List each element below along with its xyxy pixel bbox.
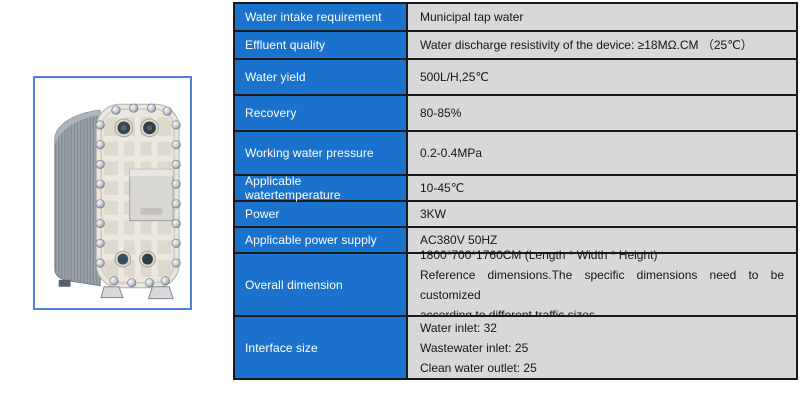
- spec-value-text: 80-85%: [420, 106, 462, 120]
- table-row-water-intake: Water intake requirement Municipal tap w…: [235, 4, 796, 32]
- spec-label-text: Water intake requirement: [245, 10, 382, 24]
- table-row-power: Power 3KW: [235, 202, 796, 228]
- spec-value: Water inlet: 32 Wastewater inlet: 25 Cle…: [408, 317, 796, 378]
- junction-box: [128, 168, 174, 222]
- spec-value: 500L/H,25℃: [408, 60, 796, 94]
- spec-value: 10-45℃: [408, 176, 796, 200]
- spec-label: Water yield: [235, 60, 408, 94]
- spec-label-text: Applicable watertemperature: [245, 174, 400, 202]
- spec-label-text: Recovery: [245, 106, 297, 120]
- table-row-water-yield: Water yield 500L/H,25℃: [235, 60, 796, 96]
- table-row-working-pressure: Working water pressure 0.2-0.4MPa: [235, 132, 796, 176]
- spec-value-text: 3KW: [420, 207, 447, 221]
- table-row-effluent-quality: Effluent quality Water discharge resisti…: [235, 32, 796, 60]
- spec-label: Power: [235, 202, 408, 226]
- spec-value-text: Water inlet: 32: [420, 320, 497, 335]
- spec-value-text: AC380V 50HZ: [420, 233, 498, 247]
- spec-value: Water discharge resistivity of the devic…: [408, 32, 796, 58]
- table-row-power-supply: Applicable power supply AC380V 50HZ: [235, 228, 796, 254]
- spec-label: Effluent quality: [235, 32, 408, 58]
- spec-value-text: Municipal tap water: [420, 10, 524, 24]
- table-row-water-temperature: Applicable watertemperature 10-45℃: [235, 174, 796, 202]
- label-prefix: Applicable: [245, 174, 302, 188]
- plate-stack-body: [53, 109, 101, 287]
- spec-value: 3KW: [408, 202, 796, 226]
- spec-value-text: Clean water outlet: 25: [420, 360, 537, 375]
- spec-value-text: Wastewater inlet: 25: [420, 340, 529, 355]
- spec-label: Applicable watertemperature: [235, 174, 408, 202]
- feet: [100, 286, 174, 300]
- top-ports: [113, 118, 159, 138]
- perimeter-bolts: [95, 103, 181, 288]
- spec-label-text: Working water pressure: [245, 146, 374, 160]
- spec-label: Interface size: [235, 317, 408, 378]
- spec-value-text: Water discharge resistivity of the devic…: [420, 38, 753, 52]
- spec-label-text: Interface size: [245, 340, 318, 355]
- spec-label: Recovery: [235, 96, 408, 130]
- spec-value-text: 10-45℃: [420, 181, 465, 195]
- spec-value: AC380V 50HZ: [408, 228, 796, 252]
- spec-value: 1800*700*1760CM (Length * Width * Height…: [408, 248, 796, 322]
- spec-label: Working water pressure: [235, 132, 408, 174]
- spec-value: 80-85%: [408, 96, 796, 130]
- spec-value: 0.2-0.4MPa: [408, 132, 796, 174]
- product-photo-frame: [33, 76, 192, 310]
- edi-module-photo: [53, 103, 181, 300]
- table-row-overall-dimension: Overall dimension 1800*700*1760CM (Lengt…: [235, 248, 796, 322]
- label-misspelled-word: watertemperature: [245, 188, 341, 202]
- spec-value-text: 500L/H,25℃: [420, 70, 489, 84]
- spec-value-text: 0.2-0.4MPa: [420, 146, 483, 160]
- spec-label-text: Applicable power supply: [245, 233, 377, 247]
- table-row-recovery: Recovery 80-85%: [235, 96, 796, 132]
- spec-label: Overall dimension: [235, 254, 408, 315]
- spec-value-text: 1800*700*1760CM (Length * Width * Height…: [420, 247, 658, 262]
- spec-table: Water intake requirement Municipal tap w…: [233, 2, 798, 380]
- table-row-interface-size: Interface size Water inlet: 32 Wastewate…: [235, 317, 796, 378]
- spec-value: Municipal tap water: [408, 4, 796, 30]
- spec-label-text: Power: [245, 207, 280, 221]
- bottom-ports: [113, 250, 156, 268]
- spec-value-text: Reference dimensions.The specific dimens…: [420, 267, 784, 302]
- spec-label-text: Water yield: [245, 70, 306, 84]
- spec-label-text: Effluent quality: [245, 38, 326, 52]
- spec-label-text: Overall dimension: [245, 277, 343, 292]
- spec-label: Applicable power supply: [235, 228, 408, 252]
- spec-label: Water intake requirement: [235, 4, 408, 30]
